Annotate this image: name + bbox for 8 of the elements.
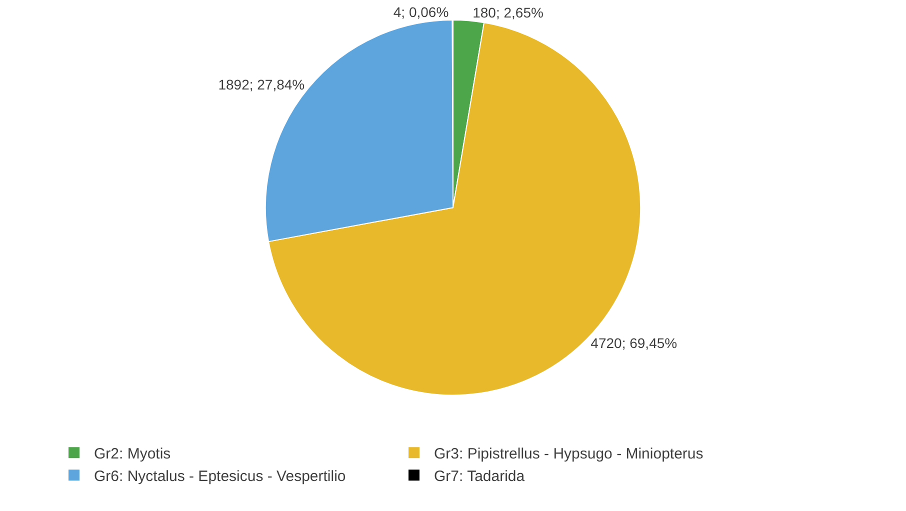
legend-label: Gr7: Tadarida [434,468,526,485]
legend-label: Gr3: Pipistrellus - Hypsugo - Miniopterus [434,445,704,462]
data-label: 180; 2,65% [472,4,544,21]
data-label: 4720; 69,45% [590,335,678,352]
legend-label: Gr2: Myotis [94,445,171,462]
data-label: 1892; 27,84% [218,76,305,93]
data-label: 4; 0,06% [393,4,449,20]
legend-label: Gr6: Nyctalus - Eptesicus - Vespertilio [94,468,346,485]
